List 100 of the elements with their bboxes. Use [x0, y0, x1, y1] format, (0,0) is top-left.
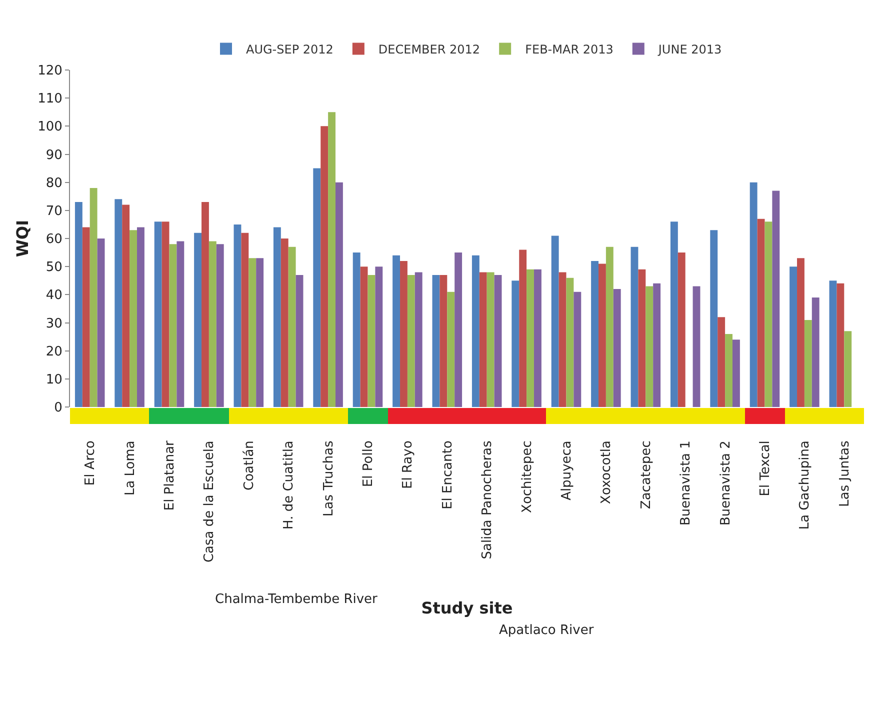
bar	[670, 222, 678, 407]
bar	[653, 283, 661, 407]
y-tick-label: 70	[46, 204, 62, 219]
x-tick-label: Las Truchas	[321, 440, 336, 516]
legend-label: DECEMBER 2012	[378, 42, 480, 56]
y-tick-label: 120	[38, 64, 62, 79]
bar	[375, 266, 383, 407]
bar	[630, 246, 638, 407]
x-tick-label: El Texcal	[758, 440, 773, 496]
bar	[598, 264, 606, 407]
bar	[646, 286, 654, 407]
bar	[725, 334, 732, 407]
bar	[718, 317, 726, 407]
bar	[241, 232, 249, 407]
bar	[454, 252, 462, 407]
bar	[772, 190, 780, 407]
bar	[248, 258, 256, 407]
text: Chalma-Tembembe River	[215, 592, 378, 607]
bar	[844, 331, 852, 407]
bar	[368, 275, 376, 407]
bar	[606, 246, 614, 407]
bar	[273, 227, 281, 407]
bar	[732, 340, 740, 407]
bar	[558, 272, 566, 407]
bar	[591, 260, 599, 407]
bar	[313, 168, 321, 407]
bar	[234, 224, 242, 407]
bar	[288, 246, 296, 407]
bar	[400, 260, 408, 407]
bar	[613, 289, 621, 407]
bar	[194, 232, 202, 407]
bar	[90, 188, 98, 407]
bar	[360, 266, 368, 407]
text: Apatlaco River	[499, 623, 594, 638]
bar	[797, 258, 804, 407]
bar	[407, 275, 415, 407]
bar	[678, 252, 686, 407]
bar	[472, 255, 480, 407]
bar	[130, 230, 137, 407]
bar	[97, 238, 105, 407]
x-tick-label: El Encanto	[440, 440, 456, 510]
x-tick-label: El Arco	[83, 440, 98, 486]
bar	[432, 275, 440, 407]
bar	[486, 272, 494, 407]
x-tick-label: Casa de la Escuela	[202, 440, 218, 563]
bar	[440, 275, 448, 407]
y-tick-label: 0	[54, 400, 62, 416]
y-tick-label: 20	[46, 344, 62, 360]
bar	[638, 269, 646, 407]
x-tick-label: H. de Cuatitla	[282, 440, 297, 530]
x-tick-label: El Rayo	[400, 440, 416, 489]
y-tick-label: 10	[46, 372, 62, 388]
bar	[335, 182, 343, 407]
bar	[82, 227, 90, 407]
bar	[296, 275, 304, 407]
bar	[750, 182, 758, 407]
bar	[216, 244, 224, 407]
bar	[551, 236, 559, 407]
bar	[764, 222, 772, 407]
bar	[447, 292, 455, 407]
bar	[812, 297, 820, 407]
bar	[392, 255, 400, 407]
bar	[122, 204, 130, 407]
bar	[526, 269, 534, 407]
bar	[114, 199, 122, 407]
bar	[169, 244, 177, 407]
bar	[256, 258, 264, 407]
x-tick-label: Las Juntas	[837, 440, 852, 507]
bar	[494, 275, 502, 407]
bar	[328, 112, 336, 407]
x-tick-label: Coatlán	[242, 440, 257, 491]
bar	[202, 202, 209, 407]
x-tick-label: La Loma	[122, 440, 138, 496]
bar	[74, 202, 82, 407]
bar	[320, 126, 328, 407]
bar	[710, 230, 718, 407]
legend-label: FEB-MAR 2013	[525, 42, 614, 56]
x-tick-label: Xochitepec	[520, 440, 535, 513]
bar	[574, 292, 582, 407]
legend-label: JUNE 2013	[657, 42, 722, 56]
legend-label: AUG-SEP 2012	[246, 42, 334, 56]
bar	[790, 266, 798, 407]
y-tick-label: 100	[38, 120, 62, 135]
bar	[519, 250, 527, 407]
bar	[534, 269, 542, 407]
x-tick-label: Salida Panocheras	[480, 440, 496, 560]
bar	[352, 252, 360, 407]
y-tick-label: 80	[46, 176, 62, 191]
x-tick-label: Xoxocotla	[599, 440, 614, 504]
bar	[162, 222, 170, 407]
bar	[154, 222, 162, 407]
bar	[512, 280, 520, 407]
y-tick-label: 110	[38, 92, 62, 107]
bar	[757, 218, 765, 407]
bar	[208, 241, 216, 407]
bar	[176, 241, 184, 407]
x-axis-title: Study site	[421, 598, 513, 618]
x-tick-label: Buenavista 1	[678, 440, 694, 526]
y-tick-label: 40	[46, 288, 62, 304]
y-tick-label: 30	[46, 316, 62, 332]
